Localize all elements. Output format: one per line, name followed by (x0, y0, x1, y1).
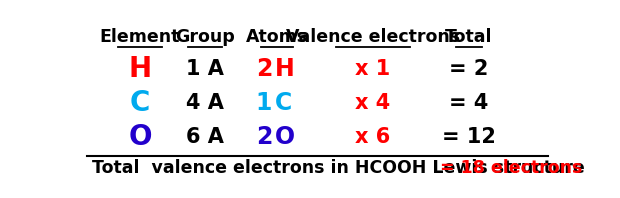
Text: 4 A: 4 A (186, 93, 224, 113)
Text: 1 A: 1 A (186, 59, 224, 80)
Text: Total: Total (445, 29, 493, 47)
Text: x 4: x 4 (355, 93, 391, 113)
Text: Valence electrons: Valence electrons (286, 29, 460, 47)
Text: H: H (275, 57, 294, 82)
Text: Element: Element (100, 29, 180, 47)
Text: O: O (128, 123, 152, 151)
Text: H: H (128, 55, 151, 84)
Text: = 2: = 2 (450, 59, 489, 80)
Text: C: C (275, 91, 292, 115)
Text: x 6: x 6 (355, 127, 391, 147)
Text: = 4: = 4 (450, 93, 489, 113)
Text: 2: 2 (255, 57, 272, 82)
Text: x 1: x 1 (355, 59, 391, 80)
Text: 6 A: 6 A (186, 127, 224, 147)
Text: = 12: = 12 (442, 127, 496, 147)
Text: 1: 1 (255, 91, 272, 115)
Text: 2: 2 (255, 125, 272, 148)
Text: C: C (130, 89, 150, 117)
Text: Group: Group (175, 29, 235, 47)
Text: O: O (275, 125, 294, 148)
Text: Atoms: Atoms (246, 29, 308, 47)
Text: = 18 electrons: = 18 electrons (440, 159, 583, 177)
Text: Total  valence electrons in HCOOH Lewis structure: Total valence electrons in HCOOH Lewis s… (92, 159, 591, 177)
